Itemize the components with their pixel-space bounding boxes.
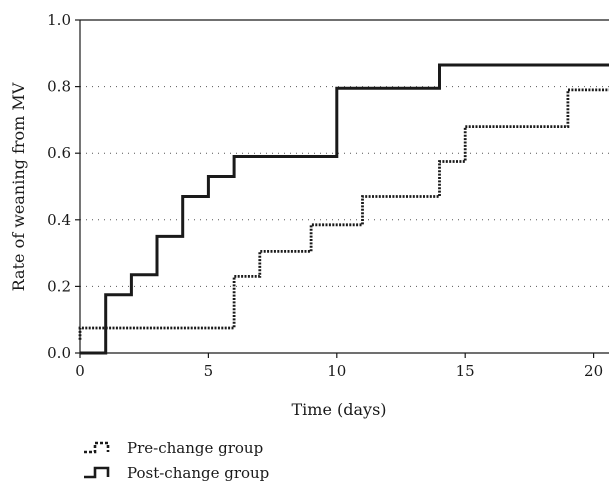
legend-item-pre-change: Pre-change group (84, 439, 263, 457)
axes (75, 19, 609, 358)
y-tick-label: 0.0 (47, 344, 71, 362)
legend-swatch-pre-change (84, 441, 110, 454)
grid-lines (80, 86, 609, 287)
y-tick-label: 0.2 (47, 277, 71, 295)
y-tick-label: 0.8 (47, 78, 71, 96)
legend-swatch-post-change (84, 466, 110, 479)
y-tick-label: 0.6 (47, 144, 71, 162)
series-line-pre-change (78, 88, 609, 340)
legend-label-pre-change: Pre-change group (127, 439, 263, 457)
x-tick-label: 5 (204, 362, 214, 380)
x-tick-label: 20 (584, 362, 603, 380)
legend: Pre-change group Post-change group (84, 439, 269, 482)
x-tick-label: 0 (75, 362, 85, 380)
series-line-post-change (80, 63, 609, 355)
x-tick-label: 10 (327, 362, 346, 380)
legend-label-post-change: Post-change group (127, 464, 269, 482)
y-tick-label: 0.4 (47, 211, 71, 229)
x-tick-label: 15 (456, 362, 475, 380)
series-lines (78, 63, 609, 355)
tick-labels: 0.0 0.2 0.4 0.6 0.8 1.0 0 5 10 15 20 (47, 11, 603, 380)
y-axis-title: Rate of weaning from MV (9, 82, 28, 291)
y-tick-label: 1.0 (47, 11, 71, 29)
x-axis-title: Time (days) (291, 400, 386, 419)
legend-item-post-change: Post-change group (84, 464, 269, 482)
